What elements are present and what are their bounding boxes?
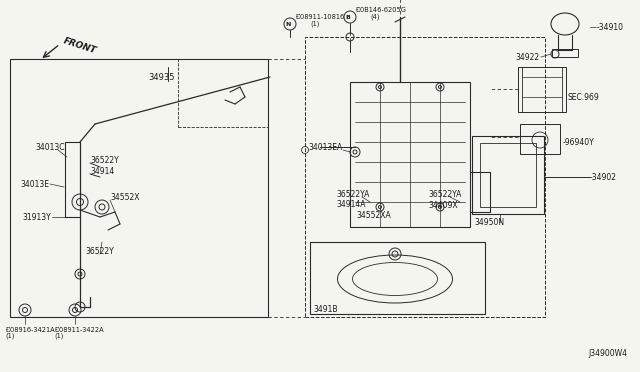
- Text: 31913Y: 31913Y: [22, 212, 51, 221]
- Text: B: B: [346, 15, 351, 19]
- Text: (1): (1): [54, 333, 63, 339]
- Text: 36522YA: 36522YA: [336, 189, 369, 199]
- Text: 34013C: 34013C: [35, 142, 65, 151]
- Bar: [305, 37, 545, 317]
- Text: J34900W4: J34900W4: [588, 350, 627, 359]
- Text: 34914: 34914: [90, 167, 115, 176]
- Text: 34950N: 34950N: [474, 218, 504, 227]
- Text: (4): (4): [370, 14, 380, 20]
- Text: (1): (1): [310, 21, 319, 27]
- Text: FRONT: FRONT: [62, 36, 97, 55]
- Text: 34922: 34922: [516, 52, 540, 61]
- Text: 36522Y: 36522Y: [90, 155, 119, 164]
- Text: 34409X: 34409X: [428, 201, 458, 209]
- Text: Ð08911-3422A: Ð08911-3422A: [54, 327, 104, 333]
- Bar: [350, 82, 470, 227]
- Bar: [518, 67, 566, 112]
- Bar: [520, 124, 560, 154]
- Text: 34552XA: 34552XA: [356, 211, 391, 219]
- Text: N: N: [285, 22, 291, 26]
- Text: (1): (1): [5, 333, 14, 339]
- Text: -34902: -34902: [590, 173, 617, 182]
- Text: 34914A: 34914A: [336, 199, 365, 208]
- Text: SEC.969: SEC.969: [568, 93, 600, 102]
- Bar: [480, 143, 536, 207]
- Bar: [552, 49, 578, 57]
- Text: 36522Y: 36522Y: [85, 247, 114, 257]
- Text: 34552X: 34552X: [110, 192, 140, 202]
- Bar: [10, 59, 268, 317]
- Text: 34935: 34935: [148, 73, 175, 81]
- Text: 34013EA: 34013EA: [308, 142, 342, 151]
- Text: 34013E: 34013E: [20, 180, 49, 189]
- Bar: [178, 59, 268, 127]
- Bar: [472, 136, 544, 214]
- Text: -34910: -34910: [597, 22, 624, 32]
- Text: -96940Y: -96940Y: [563, 138, 595, 147]
- Text: 36522YA: 36522YA: [428, 189, 461, 199]
- Text: Ð0B146-6205G: Ð0B146-6205G: [355, 7, 406, 13]
- Text: Ð08911-10816: Ð08911-10816: [295, 14, 344, 20]
- Text: 3491B: 3491B: [313, 305, 337, 314]
- Text: Ð08916-3421A: Ð08916-3421A: [5, 327, 54, 333]
- Bar: [310, 242, 485, 314]
